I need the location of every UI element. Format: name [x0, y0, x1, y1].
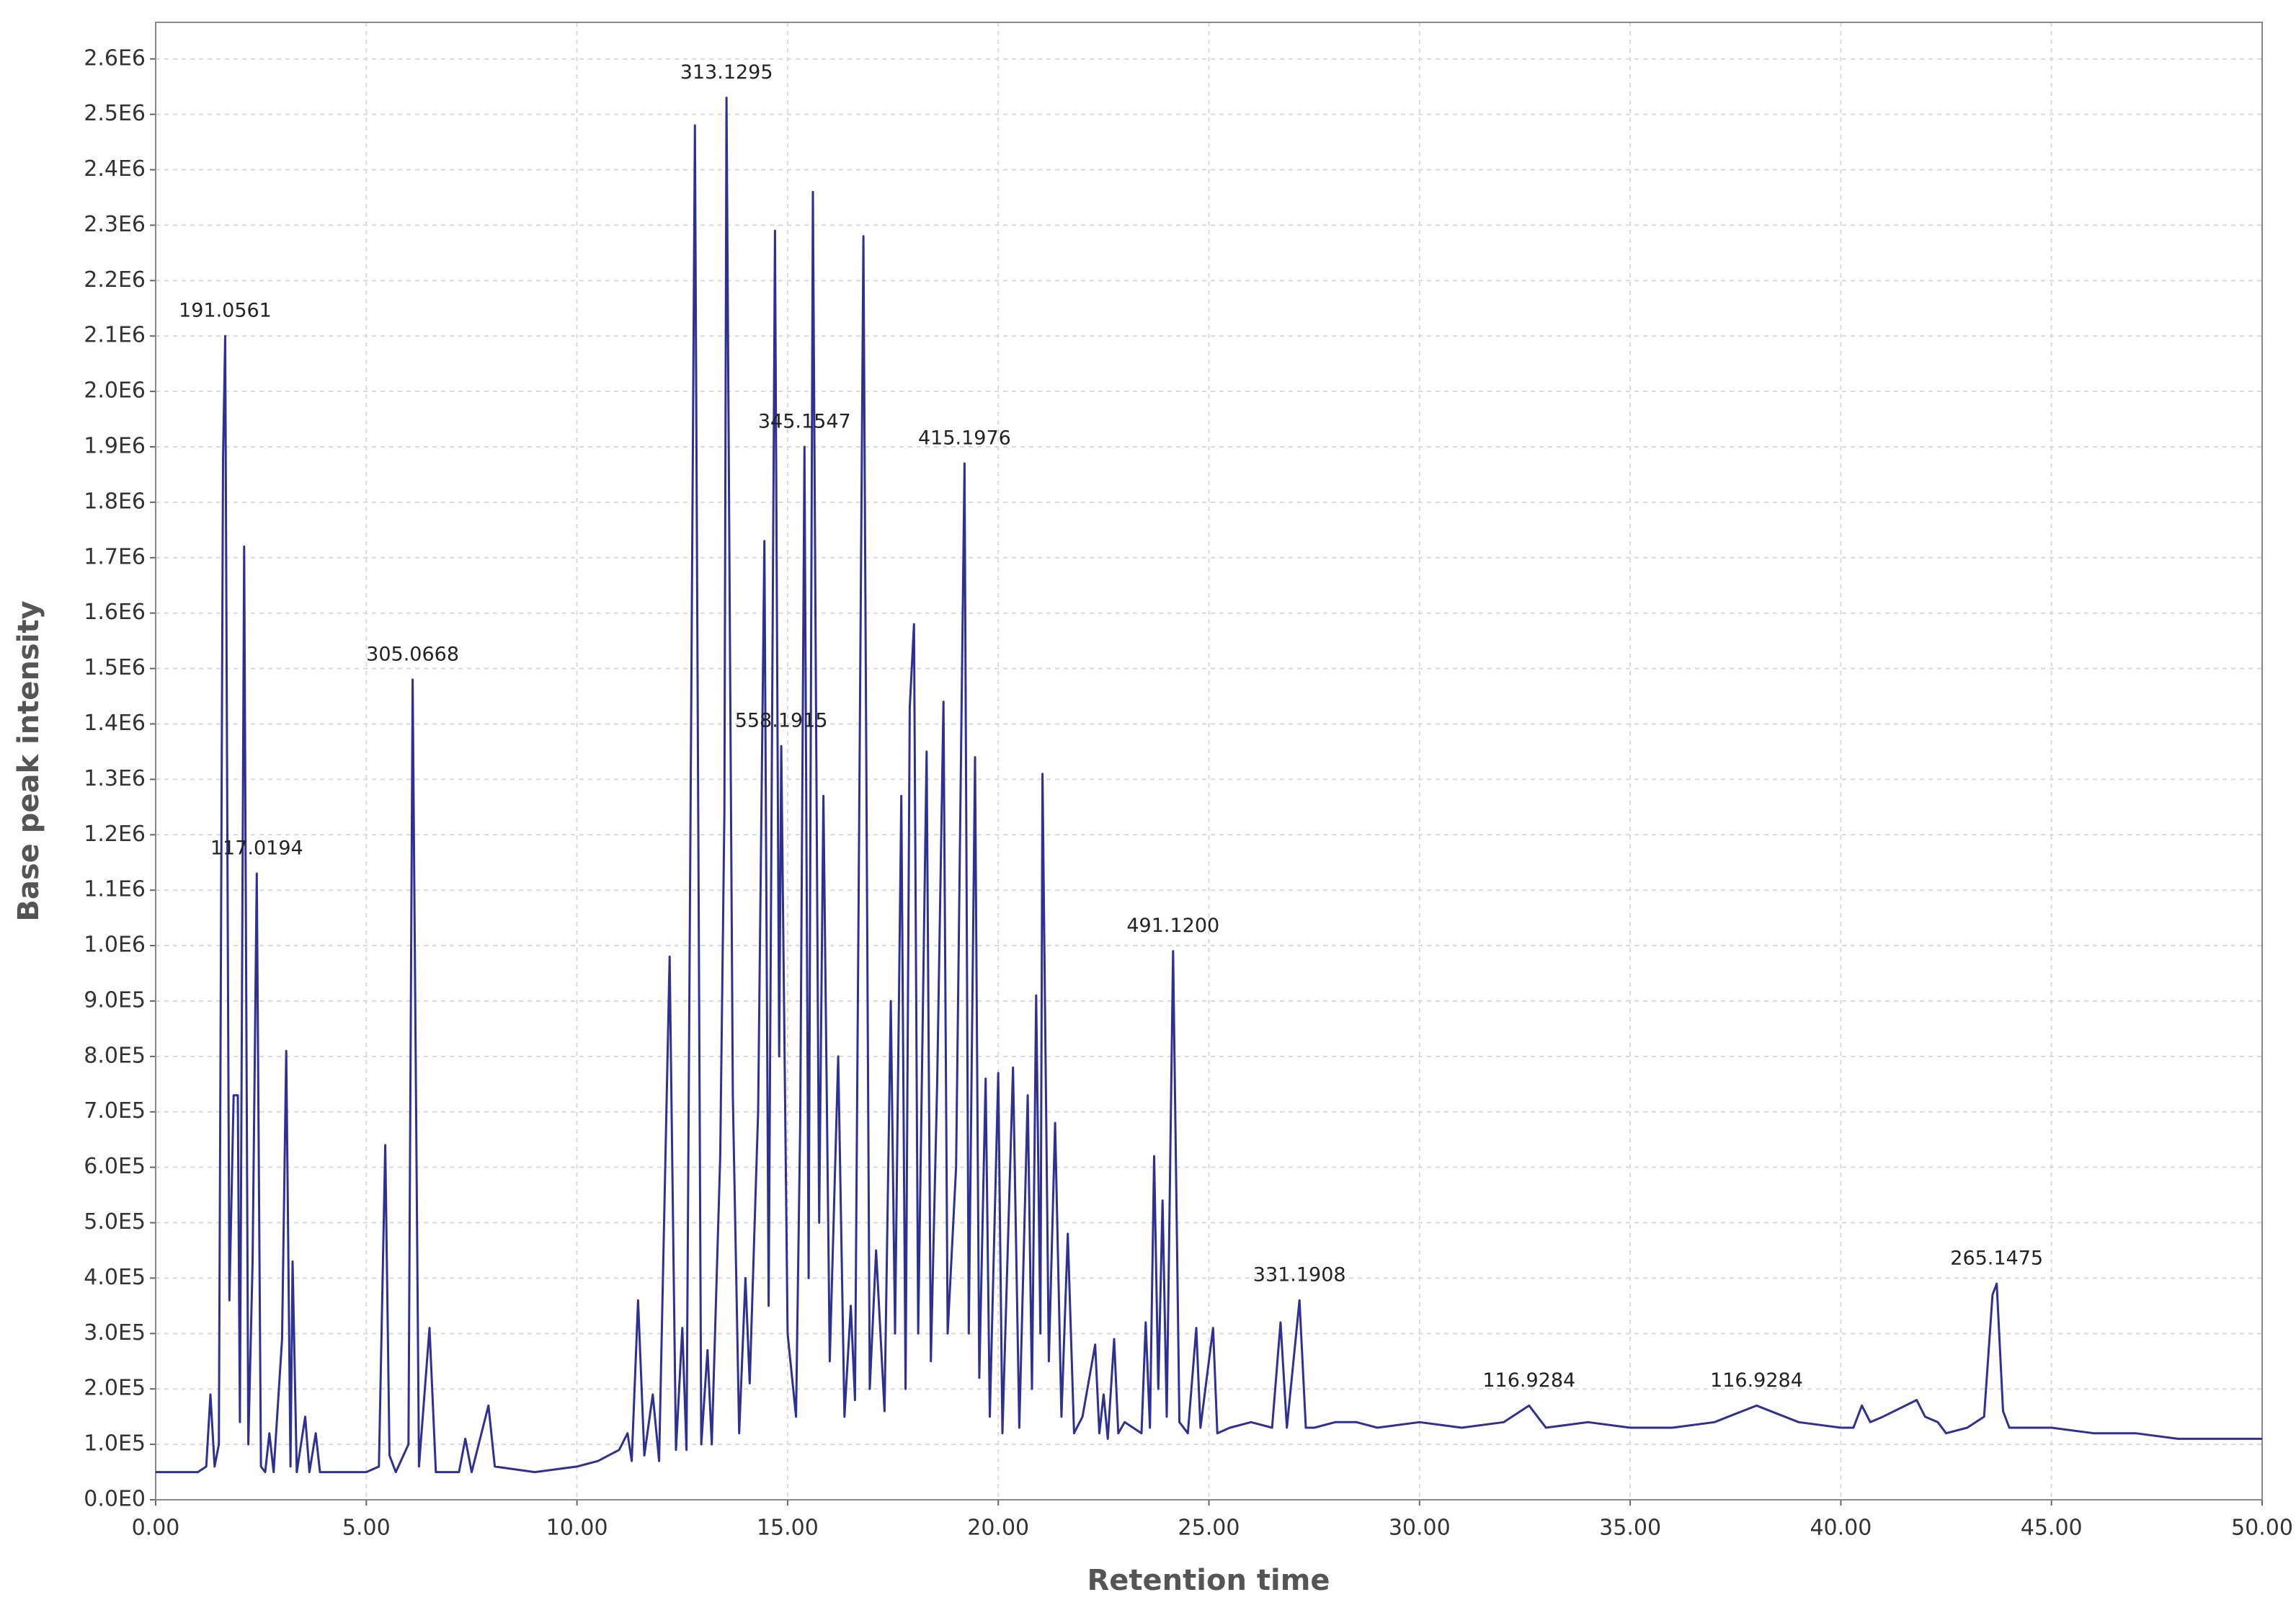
- peak-annotation: 558.1915: [735, 710, 828, 732]
- y-tick-label: 1.6E6: [84, 600, 146, 625]
- y-tick-label: 2.2E6: [84, 267, 146, 293]
- y-tick-label: 5.0E5: [84, 1209, 146, 1235]
- x-tick-label: 40.00: [1810, 1516, 1872, 1541]
- y-tick-label: 1.7E6: [84, 544, 146, 569]
- trace-line: [156, 97, 2262, 1474]
- x-tick-label: 50.00: [2231, 1516, 2293, 1541]
- peak-annotation: 415.1976: [918, 427, 1011, 450]
- x-tick-label: 0.00: [132, 1516, 180, 1541]
- peak-annotation: 313.1295: [680, 61, 773, 84]
- y-tick-label: 1.0E6: [84, 933, 146, 958]
- y-tick-label: 3.0E5: [84, 1320, 146, 1346]
- x-tick-label: 20.00: [967, 1516, 1029, 1541]
- x-tick-label: 25.00: [1178, 1516, 1240, 1541]
- y-tick-label: 2.0E6: [84, 378, 146, 404]
- y-tick-label: 1.3E6: [84, 766, 146, 791]
- x-axis-label: Retention time: [1087, 1564, 1330, 1597]
- x-tick-label: 35.00: [1599, 1516, 1661, 1541]
- y-tick-label: 2.4E6: [84, 156, 146, 182]
- y-tick-label: 1.2E6: [84, 822, 146, 847]
- y-tick-label: 1.1E6: [84, 877, 146, 902]
- y-axis-label: Base peak intensity: [12, 600, 45, 921]
- y-tick-label: 1.5E6: [84, 655, 146, 680]
- y-tick-label: 0.0E0: [84, 1487, 146, 1512]
- y-tick-label: 2.5E6: [84, 101, 146, 126]
- y-tick-label: 1.0E5: [84, 1431, 146, 1457]
- x-tick-label: 5.00: [342, 1516, 391, 1541]
- y-tick-label: 2.1E6: [84, 323, 146, 348]
- y-tick-label: 1.4E6: [84, 711, 146, 736]
- y-tick-label: 6.0E5: [84, 1154, 146, 1179]
- y-tick-label: 9.0E5: [84, 987, 146, 1013]
- y-tick-label: 8.0E5: [84, 1043, 146, 1068]
- y-tick-label: 2.0E5: [84, 1376, 146, 1401]
- y-tick-label: 1.9E6: [84, 434, 146, 459]
- peak-annotation: 305.0668: [366, 643, 459, 665]
- y-tick-label: 2.3E6: [84, 212, 146, 237]
- peak-annotation: 331.1908: [1253, 1264, 1346, 1286]
- x-tick-label: 30.00: [1389, 1516, 1451, 1541]
- x-tick-label: 45.00: [2021, 1516, 2083, 1541]
- x-tick-label: 10.00: [546, 1516, 608, 1541]
- x-tick-label: 15.00: [757, 1516, 819, 1541]
- y-tick-label: 4.0E5: [84, 1265, 146, 1290]
- plot-frame: [155, 22, 2263, 1500]
- peak-annotation: 116.9284: [1710, 1369, 1803, 1392]
- peak-annotation: 191.0561: [179, 300, 272, 322]
- y-tick-label: 7.0E5: [84, 1098, 146, 1124]
- peak-annotation: 265.1475: [1950, 1248, 2043, 1270]
- peak-annotation: 116.9284: [1482, 1369, 1575, 1392]
- peak-annotation: 491.1200: [1126, 915, 1219, 937]
- y-tick-label: 1.8E6: [84, 489, 146, 514]
- peak-annotation: 345.1547: [758, 411, 851, 433]
- peak-annotation: 117.0194: [210, 837, 303, 860]
- y-tick-label: 2.6E6: [84, 45, 146, 71]
